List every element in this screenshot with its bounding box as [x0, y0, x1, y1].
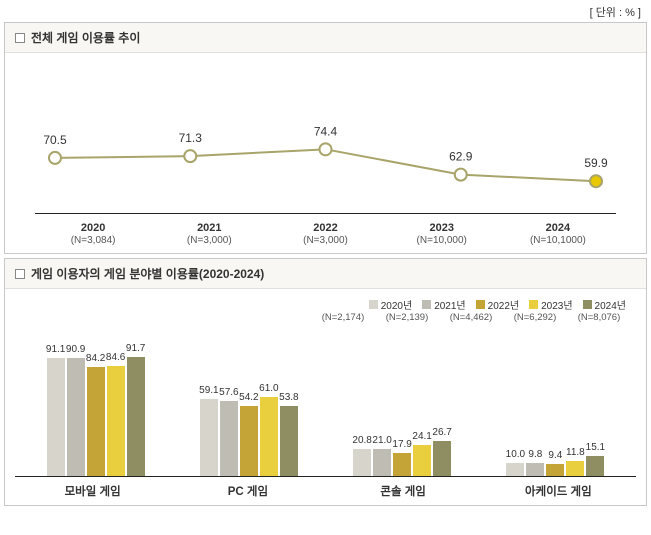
bar-value-label: 84.6 [106, 352, 125, 363]
line-panel-title: 전체 게임 이용률 추이 [31, 29, 140, 46]
bar: 9.8 [526, 463, 544, 476]
bar: 26.7 [433, 441, 451, 476]
legend-label: 2022년 [488, 297, 519, 312]
bar: 61.0 [260, 397, 278, 476]
legend-swatch-icon [369, 300, 378, 309]
bar-legend: 2020년 2021년 2022년 2023년 2024년 [15, 295, 636, 312]
svg-text:62.9: 62.9 [449, 150, 473, 164]
bar: 84.2 [87, 367, 105, 476]
bar: 11.8 [566, 461, 584, 476]
title-marker-icon [15, 33, 25, 43]
bar: 9.4 [546, 464, 564, 476]
bar-value-label: 11.8 [566, 447, 585, 458]
bars-area: 91.190.984.284.691.759.157.654.261.053.8… [15, 327, 636, 477]
line-chart-svg: 70.5 71.3 74.4 62.9 59.9 [5, 63, 646, 213]
bar: 91.7 [127, 357, 145, 476]
bar-value-label: 9.4 [548, 450, 562, 461]
bar-panel-title: 게임 이용자의 게임 분야별 이용률(2020-2024) [31, 265, 264, 282]
legend-label: 2021년 [434, 297, 465, 312]
bar-category-label: 아케이드 게임 [481, 483, 636, 499]
legend-item: 2020년 [369, 297, 412, 312]
bar-group: 91.190.984.284.691.7 [19, 327, 172, 476]
line-chart-panel: 전체 게임 이용률 추이 70.5 71.3 74.4 62.9 59.9 2020(N… [4, 22, 647, 254]
line-x-tick: 2023(N=10,000) [384, 214, 500, 246]
bar-value-label: 84.2 [86, 353, 105, 364]
bar-value-label: 54.2 [239, 392, 258, 403]
legend-n: (N=2,139) [380, 312, 434, 323]
line-x-tick: 2020(N=3,084) [35, 214, 151, 246]
bar-panel-title-row: 게임 이용자의 게임 분야별 이용률(2020-2024) [5, 259, 646, 289]
line-panel-title-row: 전체 게임 이용률 추이 [5, 23, 646, 53]
bar-value-label: 15.1 [586, 442, 605, 453]
title-marker-icon [15, 269, 25, 279]
bar-value-label: 91.1 [46, 344, 65, 355]
legend-label: 2023년 [541, 297, 572, 312]
bar: 21.0 [373, 449, 391, 476]
bar-value-label: 91.7 [126, 343, 145, 354]
line-x-tick: 2022(N=3,000) [267, 214, 383, 246]
bar-value-label: 26.7 [432, 427, 451, 438]
bar-legend-n-row: (N=2,174) (N=2,139) (N=4,462) (N=6,292) (N=8… [15, 312, 636, 327]
bar-value-label: 61.0 [259, 383, 278, 394]
bar: 10.0 [506, 463, 524, 476]
bar-category-row: 모바일 게임PC 게임콘솔 게임아케이드 게임 [15, 477, 636, 499]
line-chart-area: 70.5 71.3 74.4 62.9 59.9 2020(N=3,084)2021(N… [5, 53, 646, 253]
bar-group: 20.821.017.924.126.7 [326, 327, 479, 476]
bar: 59.1 [200, 399, 218, 476]
unit-label: [ 단위 : % ] [0, 0, 651, 22]
bar-chart-area: 2020년2021년2022년2023년2024년 (N=2,174)(N=2,… [5, 289, 646, 505]
legend-swatch-icon [583, 300, 592, 309]
bar-value-label: 20.8 [352, 435, 371, 446]
legend-swatch-icon [476, 300, 485, 309]
bar-value-label: 10.0 [506, 449, 525, 460]
legend-item: 2021년 [422, 297, 465, 312]
bar-value-label: 24.1 [412, 431, 431, 442]
bar: 90.9 [67, 358, 85, 476]
legend-label: 2020년 [381, 297, 412, 312]
bar-value-label: 53.8 [279, 392, 298, 403]
bar: 20.8 [353, 449, 371, 476]
svg-text:70.5: 70.5 [43, 133, 67, 147]
svg-text:71.3: 71.3 [179, 131, 203, 145]
svg-text:59.9: 59.9 [584, 156, 608, 170]
bar-category-label: 모바일 게임 [15, 483, 170, 499]
legend-n: (N=8,076) [572, 312, 626, 323]
legend-swatch-icon [529, 300, 538, 309]
svg-text:74.4: 74.4 [314, 124, 338, 138]
bar-category-label: 콘솔 게임 [326, 483, 481, 499]
legend-item: 2024년 [583, 297, 626, 312]
bar: 53.8 [280, 406, 298, 476]
bar: 15.1 [586, 456, 604, 476]
line-x-axis: 2020(N=3,084)2021(N=3,000)2022(N=3,000)2… [35, 213, 616, 246]
line-x-tick: 2021(N=3,000) [151, 214, 267, 246]
legend-item: 2022년 [476, 297, 519, 312]
legend-item: 2023년 [529, 297, 572, 312]
bar-value-label: 21.0 [372, 435, 391, 446]
bar-value-label: 57.6 [219, 387, 238, 398]
bar: 57.6 [220, 401, 238, 476]
bar: 84.6 [107, 366, 125, 476]
legend-n: (N=4,462) [444, 312, 498, 323]
bar-value-label: 59.1 [199, 385, 218, 396]
bar-category-label: PC 게임 [170, 483, 325, 499]
bar-group: 59.157.654.261.053.8 [172, 327, 325, 476]
legend-label: 2024년 [595, 297, 626, 312]
bar: 24.1 [413, 445, 431, 476]
bar: 17.9 [393, 453, 411, 476]
bar-value-label: 9.8 [528, 449, 542, 460]
legend-n: (N=6,292) [508, 312, 562, 323]
bar-value-label: 90.9 [66, 344, 85, 355]
legend-n: (N=2,174) [316, 312, 370, 323]
bar-group: 10.09.89.411.815.1 [479, 327, 632, 476]
bar: 91.1 [47, 358, 65, 476]
line-x-tick: 2024(N=10,1000) [500, 214, 616, 246]
bar-value-label: 17.9 [392, 439, 411, 450]
bar-chart-panel: 게임 이용자의 게임 분야별 이용률(2020-2024) 2020년 2021년… [4, 258, 647, 506]
legend-swatch-icon [422, 300, 431, 309]
bar: 54.2 [240, 406, 258, 476]
